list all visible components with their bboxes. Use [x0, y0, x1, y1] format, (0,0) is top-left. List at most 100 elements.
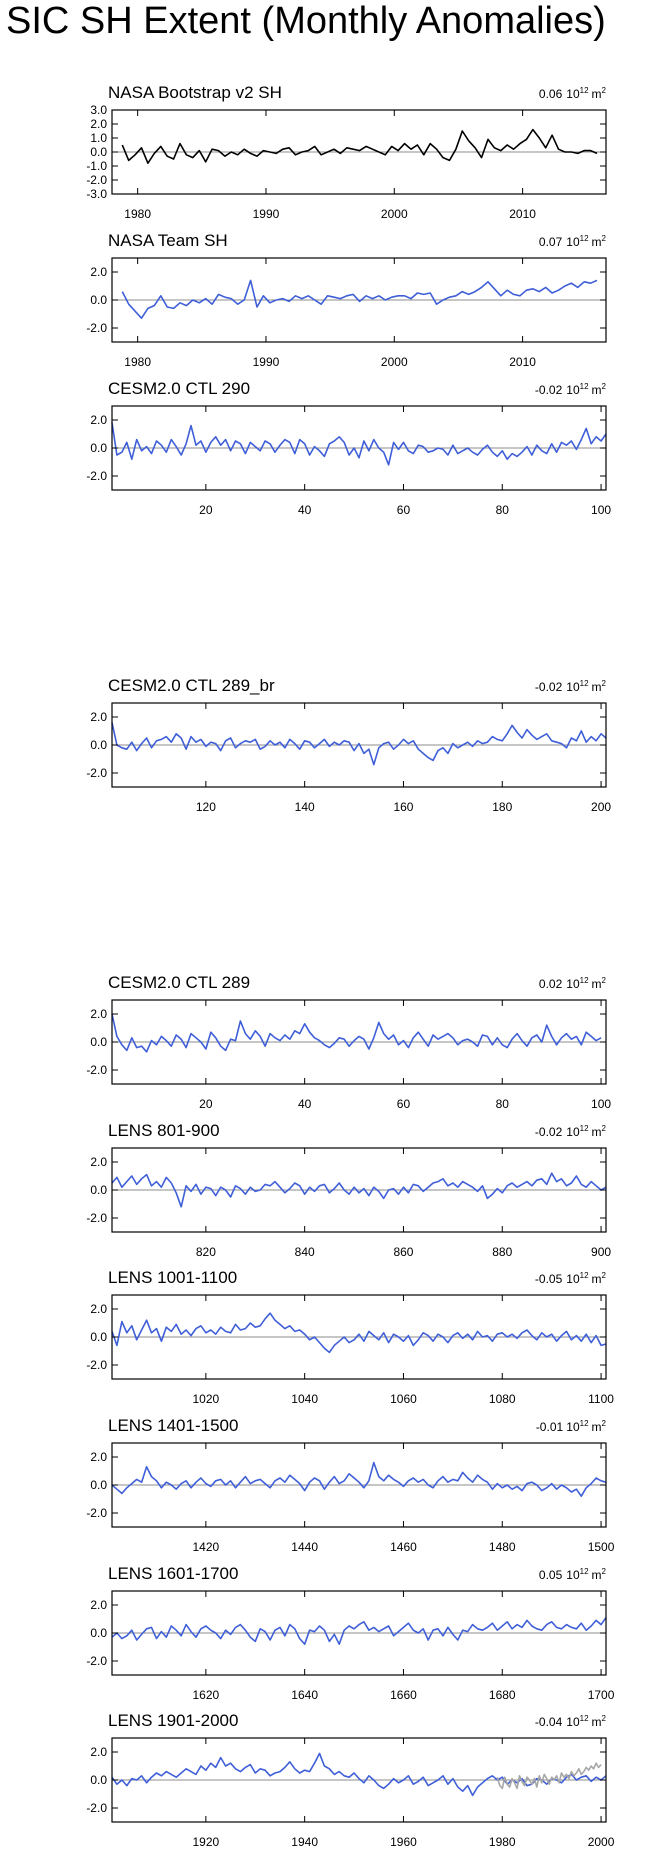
- chart-title: CESM2.0 CTL 289: [108, 973, 250, 992]
- chart-panel: NASA Bootstrap v2 SH 0.06 1012 m23.02.01.00…: [86, 83, 607, 221]
- trend-unit-tail: m: [592, 235, 602, 249]
- x-tick-label: 2000: [588, 1835, 615, 1849]
- y-tick-label: 0.0: [90, 145, 107, 159]
- y-tick-label: 2.0: [90, 710, 107, 724]
- trend-value: -0.02: [535, 383, 563, 397]
- trend-unit-tail: m: [592, 87, 602, 101]
- trend-label: -0.05 1012 m2: [535, 1271, 607, 1286]
- chart-title: LENS 1001-1100: [108, 1268, 237, 1287]
- trend-unit-base: 10: [566, 977, 580, 991]
- trend-unit-tail: m: [592, 1715, 602, 1729]
- x-tick-label: 100: [591, 1097, 611, 1111]
- y-tick-label: 0.0: [90, 738, 107, 752]
- chart-panel: LENS 801-900 -0.02 1012 m2 2.0 0.0 -2.0 820 840 8…: [86, 1121, 611, 1259]
- y-tick-label: -2.0: [86, 766, 107, 780]
- chart-title: LENS 1901-2000: [108, 1711, 238, 1730]
- series-line-0: [111, 722, 607, 766]
- trend-unit-tail: m: [592, 1272, 602, 1286]
- y-tick-label: -2.0: [86, 1654, 107, 1668]
- trend-label: -0.02 1012 m2: [535, 382, 607, 397]
- y-tick-label: -2.0: [86, 1506, 107, 1520]
- y-tick-label: 2.0: [90, 1155, 107, 1169]
- trend-unit-base: 10: [566, 87, 580, 101]
- series-line-0: [111, 1461, 607, 1497]
- x-tick-label: 1960: [390, 1835, 417, 1849]
- x-tick-label: 1980: [489, 1835, 516, 1849]
- trend-unit-tail: m: [592, 1420, 602, 1434]
- x-tick-label: 100: [591, 503, 611, 517]
- trend-unit-pow: 2: [602, 1124, 607, 1133]
- x-tick-label: 1620: [193, 1688, 220, 1702]
- series-line-0: [111, 422, 607, 466]
- trend-value: 0.07: [539, 235, 563, 249]
- y-tick-label: 2.0: [90, 1450, 107, 1464]
- x-tick-label: 820: [196, 1245, 216, 1259]
- y-tick-label: 3.0: [90, 103, 107, 117]
- trend-unit-pow: 2: [602, 679, 607, 688]
- trend-value: -0.05: [535, 1272, 563, 1286]
- trend-unit-exp: 12: [580, 234, 589, 243]
- trend-unit-base: 10: [566, 235, 580, 249]
- trend-label: -0.04 1012 m2: [535, 1714, 607, 1729]
- y-tick-label: -2.0: [86, 173, 107, 187]
- chart-panel: CESM2.0 CTL 290 -0.02 1012 m2 2.0 0.0 -2.0 20 40…: [86, 379, 611, 517]
- trend-unit-pow: 2: [602, 1567, 607, 1576]
- x-tick-label: 1940: [291, 1835, 318, 1849]
- y-tick-label: 1.0: [90, 131, 107, 145]
- x-tick-label: 1640: [291, 1688, 318, 1702]
- trend-unit-pow: 2: [602, 382, 607, 391]
- y-tick-label: 2.0: [90, 1302, 107, 1316]
- x-tick-label: 1500: [588, 1540, 615, 1554]
- x-tick-label: 1920: [193, 1835, 220, 1849]
- chart-title: LENS 1401-1500: [108, 1416, 238, 1435]
- trend-unit-exp: 12: [580, 86, 589, 95]
- trend-unit-tail: m: [592, 680, 602, 694]
- trend-unit-tail: m: [592, 383, 602, 397]
- x-tick-label: 900: [591, 1245, 611, 1259]
- y-tick-label: 2.0: [90, 117, 107, 131]
- page-title: SIC SH Extent (Monthly Anomalies): [6, 0, 606, 42]
- y-tick-label: 0.0: [90, 1330, 107, 1344]
- x-tick-label: 1100: [588, 1392, 614, 1406]
- y-tick-label: 2.0: [90, 1007, 107, 1021]
- chart-panel: CESM2.0 CTL 289 0.02 1012 m2 2.0 0.0 -2.0 20 40 6…: [86, 973, 611, 1111]
- series-line-0: [121, 279, 598, 320]
- y-tick-label: 0.0: [90, 1626, 107, 1640]
- y-tick-label: 0.0: [90, 1183, 107, 1197]
- x-tick-label: 1480: [489, 1540, 516, 1554]
- trend-value: -0.02: [535, 680, 563, 694]
- y-tick-label: -2.0: [86, 1801, 107, 1815]
- trend-label: -0.02 1012 m2: [535, 679, 607, 694]
- y-tick-label: -2.0: [86, 469, 107, 483]
- y-tick-label: 0.0: [90, 1035, 107, 1049]
- y-tick-label: 2.0: [90, 265, 107, 279]
- x-tick-label: 1980: [124, 207, 151, 221]
- trend-unit-exp: 12: [580, 1419, 589, 1428]
- trend-unit-base: 10: [566, 1568, 580, 1582]
- x-tick-label: 1660: [390, 1688, 417, 1702]
- y-tick-label: 2.0: [90, 1745, 107, 1759]
- y-tick-label: 0.0: [90, 441, 107, 455]
- trend-unit-pow: 2: [602, 86, 607, 95]
- chart-title: LENS 801-900: [108, 1121, 220, 1140]
- x-tick-label: 1420: [193, 1540, 220, 1554]
- x-tick-label: 40: [298, 1097, 312, 1111]
- x-tick-label: 40: [298, 503, 312, 517]
- chart-panel: LENS 1601-1700 0.05 1012 m2 2.0 0.0 -2.0 1620 16…: [86, 1564, 614, 1702]
- trend-label: 0.07 1012 m2: [539, 234, 607, 249]
- x-tick-label: 60: [397, 1097, 411, 1111]
- trend-value: 0.05: [539, 1568, 563, 1582]
- chart-title: LENS 1601-1700: [108, 1564, 238, 1583]
- trend-unit-exp: 12: [580, 1567, 589, 1576]
- y-tick-label: 0.0: [90, 293, 107, 307]
- x-tick-label: 20: [199, 503, 213, 517]
- trend-unit-exp: 12: [580, 679, 589, 688]
- x-tick-label: 80: [496, 503, 510, 517]
- y-tick-label: 0.0: [90, 1773, 107, 1787]
- x-tick-label: 860: [393, 1245, 413, 1259]
- y-tick-label: -3.0: [86, 187, 107, 201]
- trend-unit-pow: 2: [602, 976, 607, 985]
- x-tick-label: 1980: [124, 355, 151, 369]
- chart-title: NASA Bootstrap v2 SH: [108, 83, 282, 102]
